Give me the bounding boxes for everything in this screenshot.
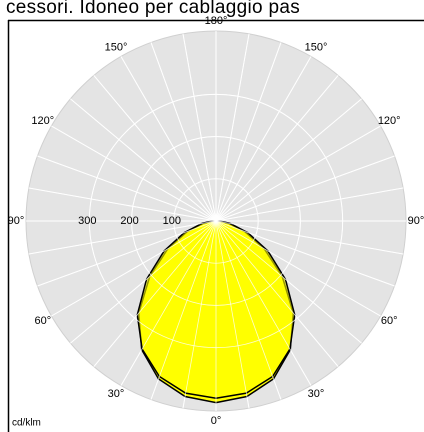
grid-ring-overlay xyxy=(131,136,301,306)
radial-line-overlay xyxy=(70,98,217,222)
radial-line-overlay xyxy=(28,187,217,222)
angle-tick-label: 30° xyxy=(308,388,325,400)
radial-line-overlay xyxy=(215,125,381,222)
radial-line-overlay xyxy=(215,220,395,287)
radial-line-overlay xyxy=(215,56,312,222)
radial-line-overlay xyxy=(51,125,217,222)
radial-line-overlay xyxy=(150,42,217,222)
radial-line-overlay xyxy=(182,220,217,409)
r-tick-label: 200 xyxy=(120,215,138,227)
angle-tick-label: 30° xyxy=(108,388,125,400)
angle-tick-label: 90° xyxy=(8,215,25,227)
angle-tick-label: 120° xyxy=(378,115,401,127)
angle-tick-label: 120° xyxy=(31,115,54,127)
radial-line-overlay xyxy=(37,220,217,287)
radial-line-overlay xyxy=(215,220,381,317)
radial-line-overlay xyxy=(93,75,217,222)
radial-line-overlay xyxy=(182,33,217,222)
radial-line-overlay xyxy=(120,56,217,222)
radial-line-overlay xyxy=(150,220,217,400)
radial-line-overlay xyxy=(215,220,362,344)
r-tick-label: 300 xyxy=(78,215,96,227)
radial-line-overlay xyxy=(215,220,250,409)
angle-tick-label: 0° xyxy=(211,415,222,427)
radial-line-overlay xyxy=(215,33,250,222)
radial-line-overlay xyxy=(215,220,404,255)
radial-line-overlay xyxy=(215,42,282,222)
radial-line-overlay xyxy=(215,220,312,386)
radial-line-overlay xyxy=(215,155,395,222)
radial-line-overlay xyxy=(28,220,217,255)
unit-label: cd/klm xyxy=(12,418,41,429)
radial-line-overlay xyxy=(70,220,217,344)
radial-line-overlay xyxy=(215,75,339,222)
header-text: cessori. Idoneo per cablaggio pas xyxy=(6,0,301,18)
grid-ring-overlay xyxy=(173,178,259,264)
angle-tick-label: 150° xyxy=(105,42,128,54)
radial-line-overlay xyxy=(215,220,282,400)
radial-line-overlay xyxy=(215,220,339,367)
radial-line-overlay xyxy=(93,220,217,367)
radial-line-overlay xyxy=(215,187,404,222)
radial-line-overlay xyxy=(120,220,217,386)
angle-tick-label: 90° xyxy=(408,215,424,227)
r-tick-label: 100 xyxy=(163,215,181,227)
radial-line-overlay xyxy=(37,155,217,222)
angle-tick-label: 60° xyxy=(381,315,398,327)
grid-ring-overlay xyxy=(88,93,344,349)
angle-tick-label: 60° xyxy=(34,315,51,327)
angle-tick-label: 180° xyxy=(205,15,228,27)
radial-line-overlay xyxy=(51,220,217,317)
radial-line-overlay xyxy=(215,98,362,222)
angle-tick-label: 150° xyxy=(305,42,328,54)
